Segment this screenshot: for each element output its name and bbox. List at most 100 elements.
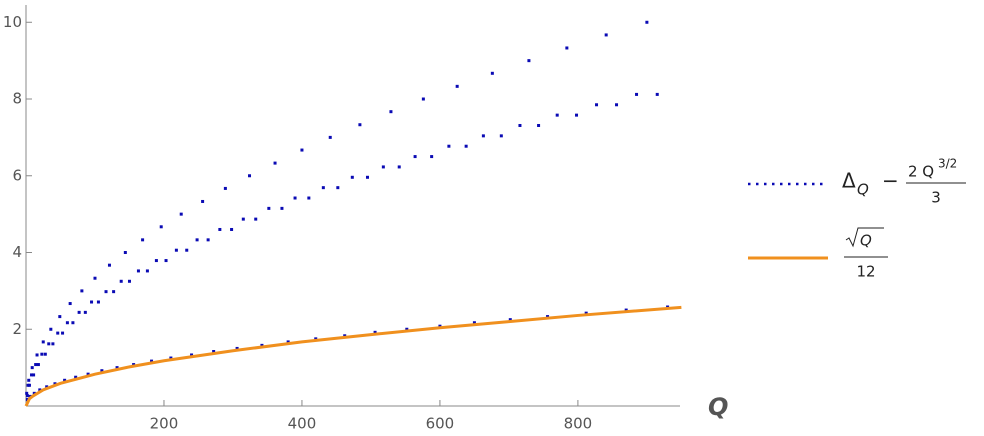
point bbox=[389, 110, 393, 114]
point bbox=[35, 353, 39, 357]
point bbox=[464, 144, 468, 148]
point bbox=[286, 340, 290, 344]
point bbox=[145, 269, 149, 273]
point bbox=[38, 388, 42, 392]
point bbox=[254, 217, 258, 221]
point bbox=[47, 342, 51, 346]
point bbox=[119, 279, 123, 283]
point bbox=[112, 290, 116, 294]
point bbox=[40, 352, 44, 356]
point bbox=[123, 251, 127, 255]
legend-label: Δ bbox=[842, 169, 856, 193]
point bbox=[36, 363, 40, 367]
point bbox=[115, 366, 119, 370]
legend-label: Q bbox=[860, 232, 872, 250]
legend-label: Q bbox=[857, 181, 869, 199]
point bbox=[328, 135, 332, 139]
y-tick-label: 2 bbox=[12, 320, 22, 338]
point bbox=[159, 225, 163, 229]
point bbox=[565, 46, 569, 50]
point bbox=[154, 259, 158, 263]
point bbox=[604, 33, 608, 37]
point bbox=[260, 343, 264, 347]
point bbox=[61, 331, 65, 335]
point bbox=[555, 113, 559, 117]
line bbox=[24, 305, 682, 407]
point bbox=[179, 212, 183, 216]
point bbox=[206, 238, 210, 242]
x-tick-label: 400 bbox=[288, 415, 317, 433]
point bbox=[49, 327, 53, 331]
point bbox=[615, 103, 619, 107]
legend-label: 2 Q bbox=[908, 163, 934, 181]
point bbox=[68, 302, 72, 306]
point bbox=[293, 196, 297, 200]
point bbox=[584, 311, 588, 315]
point bbox=[104, 290, 108, 294]
point bbox=[321, 186, 325, 190]
point bbox=[499, 134, 503, 138]
legend-label: 3/2 bbox=[938, 157, 957, 171]
point bbox=[201, 199, 205, 203]
point bbox=[150, 359, 154, 363]
point bbox=[508, 318, 512, 322]
legend-label: 12 bbox=[856, 263, 875, 281]
point bbox=[25, 394, 29, 398]
point bbox=[300, 148, 304, 152]
point bbox=[65, 321, 69, 325]
point bbox=[455, 84, 459, 88]
point bbox=[30, 366, 34, 370]
point bbox=[481, 134, 485, 138]
point bbox=[127, 279, 131, 283]
point bbox=[230, 227, 234, 231]
y-tick-label: 8 bbox=[12, 90, 22, 108]
point bbox=[430, 155, 434, 159]
point bbox=[27, 383, 31, 387]
point bbox=[314, 337, 318, 341]
point bbox=[164, 259, 168, 263]
point bbox=[100, 369, 104, 373]
x-tick-label: 800 bbox=[564, 415, 593, 433]
point bbox=[490, 71, 494, 75]
point bbox=[447, 144, 451, 148]
point bbox=[77, 310, 81, 314]
x-axis-label: Q bbox=[708, 393, 728, 421]
point bbox=[645, 20, 649, 24]
y-tick-label: 4 bbox=[12, 243, 22, 261]
point bbox=[174, 248, 178, 252]
point bbox=[280, 206, 284, 210]
point bbox=[624, 308, 628, 312]
legend-label: 3 bbox=[931, 189, 941, 207]
point bbox=[51, 342, 55, 346]
point bbox=[195, 238, 199, 242]
point bbox=[273, 161, 277, 165]
point bbox=[397, 165, 401, 169]
point bbox=[32, 373, 36, 377]
point bbox=[185, 248, 189, 252]
point bbox=[518, 123, 522, 127]
point bbox=[27, 378, 31, 382]
point bbox=[34, 363, 38, 367]
point bbox=[575, 113, 579, 117]
point bbox=[58, 315, 62, 319]
point bbox=[635, 92, 639, 96]
point bbox=[421, 97, 425, 101]
point bbox=[96, 300, 100, 304]
point bbox=[595, 103, 599, 107]
point bbox=[25, 397, 29, 401]
x-tick-label: 600 bbox=[426, 415, 455, 433]
point bbox=[43, 352, 47, 356]
legend-label: − bbox=[882, 169, 899, 193]
point bbox=[25, 391, 29, 395]
point bbox=[212, 350, 216, 354]
point bbox=[80, 289, 84, 293]
point bbox=[438, 324, 442, 328]
point bbox=[343, 334, 347, 338]
point bbox=[136, 269, 140, 273]
point bbox=[218, 227, 222, 231]
point bbox=[56, 331, 60, 335]
point bbox=[546, 315, 550, 319]
point bbox=[248, 174, 252, 178]
point bbox=[527, 59, 531, 63]
